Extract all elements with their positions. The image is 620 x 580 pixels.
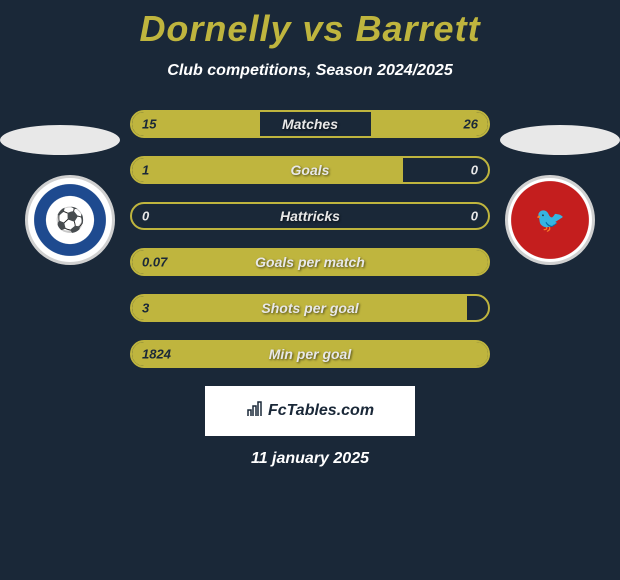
stat-value-left: 1: [142, 163, 149, 178]
stat-value-left: 3: [142, 301, 149, 316]
stats-container: Matches 15 26 Goals 1 0 Hattricks 0 0 Goals per m…: [130, 110, 490, 368]
stat-label: Goals per match: [255, 254, 365, 270]
stat-label: Min per goal: [269, 346, 351, 362]
stat-row: Goals per match 0.07: [130, 248, 490, 276]
stat-label: Hattricks: [280, 208, 340, 224]
stat-row: Goals 1 0: [130, 156, 490, 184]
logo-text: FcTables.com: [268, 402, 374, 420]
bar-fill-left: [132, 158, 403, 182]
player-silhouette-left: [0, 125, 120, 155]
stat-value-left: 0.07: [142, 255, 167, 270]
stat-value-right: 26: [464, 117, 478, 132]
stat-value-right: 0: [471, 163, 478, 178]
stat-value-right: 0: [471, 209, 478, 224]
chart-icon: [246, 400, 264, 423]
page-title: Dornelly vs Barrett: [0, 0, 620, 50]
date-text: 11 january 2025: [0, 450, 620, 468]
stat-label: Goals: [291, 162, 330, 178]
team-crest-left: ⚽: [25, 175, 115, 265]
stat-label: Shots per goal: [261, 300, 358, 316]
stat-value-left: 1824: [142, 347, 171, 362]
fctables-logo[interactable]: FcTables.com: [205, 386, 415, 436]
stat-value-left: 0: [142, 209, 149, 224]
stat-value-left: 15: [142, 117, 156, 132]
stat-row: Shots per goal 3: [130, 294, 490, 322]
team-crest-right: 🐦: [505, 175, 595, 265]
bird-icon: 🐦: [535, 206, 565, 235]
stat-row: Matches 15 26: [130, 110, 490, 138]
player-silhouette-right: [500, 125, 620, 155]
stat-row: Min per goal 1824: [130, 340, 490, 368]
subtitle: Club competitions, Season 2024/2025: [0, 62, 620, 80]
stat-row: Hattricks 0 0: [130, 202, 490, 230]
stat-label: Matches: [282, 116, 338, 132]
shield-icon: ⚽: [55, 206, 85, 235]
